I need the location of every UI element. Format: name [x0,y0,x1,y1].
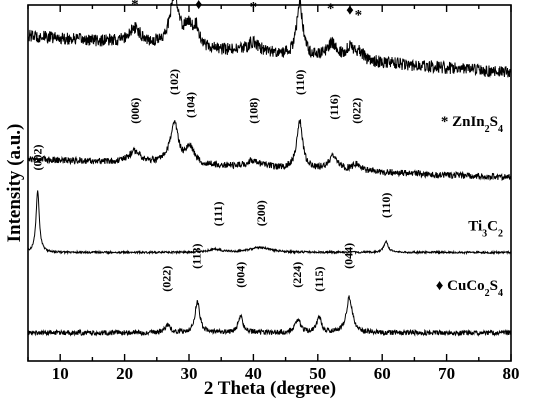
annotations: ZnIn2S4/Ti3C2/CuCo2S4***♦****♦** ZnIn2S4… [31,0,503,299]
phase-marker: * [339,0,347,5]
peak-label: (102) [167,69,181,95]
series-label: ♦ CuCo2S4 [436,278,503,299]
peak-label: (006) [128,98,142,124]
x-ticks: 10 20 30 40 50 60 70 80 [27,5,520,383]
plot-frame [27,4,512,362]
x-tick-label: 80 [503,364,520,383]
peak-label: (004) [234,262,248,288]
peak-label: (110) [379,193,393,218]
series-traces [27,0,512,337]
peak-label: (116) [327,94,341,119]
peak-label: (022) [159,266,173,292]
series-trace [27,295,512,337]
x-axis-label: 2 Theta (degree) [204,378,336,399]
series-trace [27,0,512,78]
phase-marker: * [355,8,363,24]
x-tick-label: 60 [374,364,391,383]
x-tick-label: 10 [52,364,69,383]
x-tick-label: 20 [116,364,133,383]
phase-marker: * [327,1,335,17]
peak-label: (111) [211,202,225,227]
x-tick-label: 50 [309,364,326,383]
peak-label: (224) [290,262,304,288]
series-trace [27,119,512,181]
peak-label: (002) [31,144,45,170]
x-tick-label: 70 [438,364,455,383]
series-label: Ti3C2 [468,218,503,239]
y-axis-label: Intensity (a.u.) [4,124,25,243]
x-tick-label: 30 [181,364,198,383]
series-trace [27,190,512,256]
peak-label: (115) [312,266,326,291]
phase-marker: ♦ [195,0,203,13]
peak-label: (113) [190,243,204,268]
peak-label: (044) [342,243,356,269]
peak-label: (108) [246,98,260,124]
phase-marker: * [131,0,139,13]
peak-label: (022) [349,98,363,124]
peak-label: (110) [293,70,307,95]
x-tick-label: 40 [245,364,262,383]
phase-marker: ♦ [346,3,354,19]
series-label: * ZnIn2S4 [441,114,503,135]
peak-label: (104) [183,92,197,118]
peak-label: (200) [254,200,268,226]
